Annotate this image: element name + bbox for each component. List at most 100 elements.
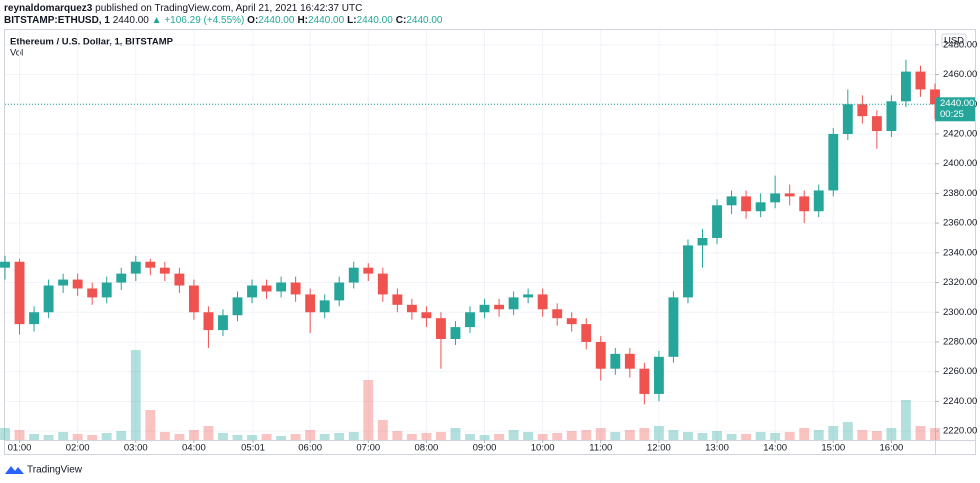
x-tick-label: 07:00 (356, 443, 380, 454)
candle-body (247, 285, 257, 298)
change: ▲ +106.29 (+4.55%) (151, 15, 245, 26)
candle-body (101, 282, 112, 298)
logo-icon (5, 466, 24, 474)
volume-bar (668, 430, 679, 440)
candle-body (261, 285, 272, 292)
candle-body (566, 318, 577, 325)
candle-body (857, 104, 868, 117)
volume-bar (755, 432, 766, 440)
y-tick-label: 2420.00 (943, 129, 977, 140)
candle-body (668, 297, 679, 357)
candle-body (465, 312, 475, 328)
candle-body (87, 288, 98, 298)
candle-body (218, 315, 228, 331)
candle-body (712, 205, 722, 238)
candle-body (145, 261, 156, 268)
candle-body (595, 341, 606, 369)
y-tick-label: 2360.00 (943, 218, 977, 229)
x-tick-label: 11:00 (589, 443, 612, 454)
ohlc-key: C: (395, 15, 407, 26)
volume-bar (741, 434, 752, 440)
x-tick-label: 10:00 (531, 443, 555, 454)
volume-bar (915, 426, 926, 440)
candle-body (348, 267, 359, 283)
volume-bar (159, 432, 170, 440)
volume-bar (610, 432, 621, 440)
candle-body (726, 196, 737, 206)
candle-body (188, 285, 199, 313)
symbol: BITSTAMP:ETHUSD, 1 (4, 15, 110, 26)
candle-body (842, 104, 853, 134)
volume-bar (595, 428, 606, 440)
y-tick-label: 2380.00 (943, 188, 977, 199)
candle-body (392, 294, 403, 305)
volume-bar (726, 434, 737, 440)
candle-body (537, 294, 548, 310)
volume-bar (101, 433, 112, 440)
published-text: published on TradingView.com, April 21, … (95, 3, 363, 14)
y-tick-label: 2260.00 (943, 366, 977, 377)
candle-body (377, 273, 388, 295)
y-tick-label: 2400.00 (943, 158, 977, 169)
candle-body (900, 71, 911, 102)
candle-body (319, 300, 330, 313)
y-tick-label: 2280.00 (943, 336, 977, 347)
candle-body (813, 190, 824, 212)
volume-bar (799, 428, 810, 440)
candle-body (43, 285, 54, 313)
currency-button[interactable] (941, 33, 967, 48)
candle-body (334, 282, 345, 301)
volume-bar (72, 434, 83, 440)
footer-logo[interactable]: TradingView (5, 465, 83, 476)
volume-bar (479, 435, 490, 440)
volume-bar (188, 430, 199, 440)
candle-body (450, 327, 461, 339)
candle-body (479, 304, 490, 313)
volume-label: Vol (10, 48, 23, 59)
volume-bar (857, 430, 868, 440)
last-price-label: 2440.00 (940, 98, 974, 109)
candle-body (683, 245, 693, 298)
volume-bar (392, 431, 403, 440)
publisher[interactable]: reynaldomarquez3 (4, 3, 93, 14)
candle-body (508, 297, 519, 310)
volume-bar (421, 433, 432, 440)
volume-bar (14, 430, 25, 440)
ohlc-key: H: (297, 15, 308, 26)
candle-body (639, 368, 650, 394)
volume-bar (29, 434, 40, 440)
volume-bar (305, 430, 316, 440)
volume-bar (828, 426, 839, 440)
candle-body (58, 279, 69, 286)
volume-bar (697, 433, 708, 440)
candle-body (886, 101, 897, 132)
volume-bar (537, 434, 548, 440)
candle-body (494, 304, 505, 310)
candle-body (755, 202, 766, 212)
volume-bar (450, 428, 461, 440)
x-tick-label: 05:01 (241, 443, 265, 454)
logo-text: TradingView (27, 465, 83, 476)
candle-body (159, 267, 170, 274)
y-tick-label: 2460.00 (943, 69, 977, 80)
candle-body (915, 71, 926, 90)
candle-body (770, 193, 781, 203)
candle-body (363, 267, 374, 274)
volume-bar (116, 431, 127, 440)
candle-body (523, 294, 534, 298)
chart-frame (4, 29, 976, 455)
candle-body (653, 356, 664, 394)
candle-body (421, 312, 432, 319)
x-tick-label: 15:00 (821, 443, 845, 454)
x-tick-label: 12:00 (647, 443, 671, 454)
volume-bar (232, 435, 243, 440)
volume-bar (624, 430, 635, 440)
volume-bar (494, 434, 505, 440)
volume-bar (247, 435, 257, 440)
volume-bar (930, 428, 940, 440)
y-tick-label: 2320.00 (943, 277, 977, 288)
volume-bar (87, 435, 98, 440)
volume-bar (0, 428, 10, 440)
